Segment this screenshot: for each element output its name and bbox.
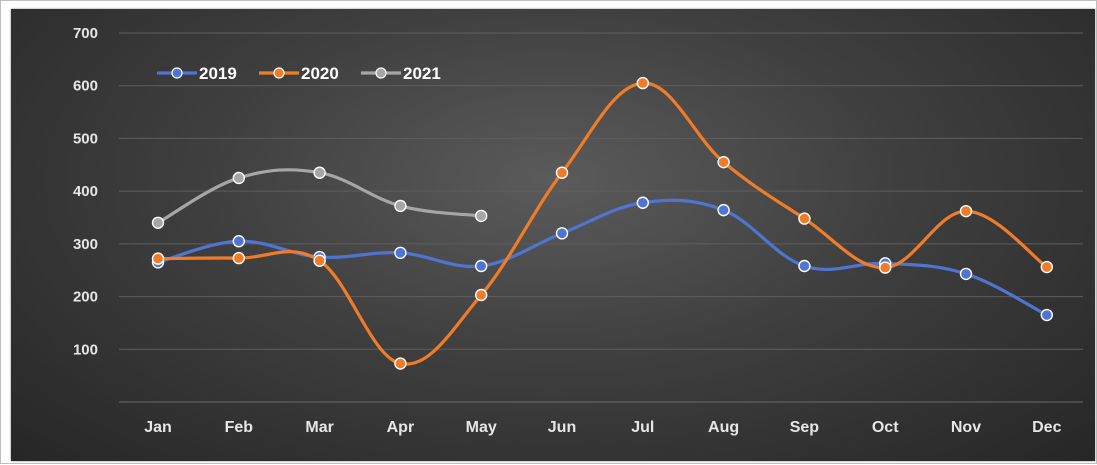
data-point-2021 xyxy=(394,199,407,213)
x-tick-label: Apr xyxy=(387,419,415,436)
x-tick-label: Oct xyxy=(872,419,899,436)
data-point-2019 xyxy=(636,196,649,209)
data-point-2020 xyxy=(636,76,649,90)
legend-marker-2021 xyxy=(375,67,387,79)
y-tick-label: 500 xyxy=(73,130,98,147)
y-tick-label: 600 xyxy=(73,78,98,95)
y-tick-label: 200 xyxy=(73,289,98,306)
legend: 2019 2020 2021 xyxy=(157,64,441,83)
x-tick-label: Jun xyxy=(548,419,576,436)
x-tick-label: Sep xyxy=(790,419,820,436)
data-point-2020 xyxy=(959,204,973,218)
y-tick-label: 300 xyxy=(73,236,98,253)
data-point-2021 xyxy=(475,209,488,223)
data-point-2019 xyxy=(232,235,246,248)
data-point-2019 xyxy=(798,259,811,273)
data-point-2020 xyxy=(879,261,892,274)
series-line-2020 xyxy=(156,81,1049,366)
data-point-2020 xyxy=(717,155,730,169)
data-point-2021 xyxy=(151,216,165,229)
x-tick-label: Aug xyxy=(708,419,739,436)
data-point-2020 xyxy=(151,252,165,265)
data-point-2020 xyxy=(313,254,326,267)
data-point-2021 xyxy=(232,171,246,185)
x-tick-label: Jul xyxy=(631,419,654,436)
y-tick-label: 700 xyxy=(73,25,98,42)
legend-marker-2019 xyxy=(171,67,183,79)
x-tick-label: Dec xyxy=(1032,419,1061,436)
data-point-2019 xyxy=(475,259,488,273)
series-line-2019 xyxy=(156,198,1049,317)
x-tick-label: Feb xyxy=(225,419,254,436)
data-point-2021 xyxy=(313,166,326,179)
gridlines xyxy=(119,32,1083,403)
data-point-2020 xyxy=(232,251,246,265)
x-tick-label: Mar xyxy=(305,419,333,436)
x-tick-label: Jan xyxy=(144,419,172,436)
y-tick-label: 400 xyxy=(73,183,98,200)
x-tick-label: Nov xyxy=(951,419,981,436)
series-2021 xyxy=(151,166,488,229)
x-axis: Jan Feb Mar Apr May Jun Jul Aug Sep Oct Nov Dec xyxy=(144,419,1061,436)
data-point-2020 xyxy=(798,212,811,225)
series-2019 xyxy=(151,196,1054,322)
data-point-2019 xyxy=(959,267,973,281)
data-point-2020 xyxy=(475,288,488,302)
data-point-2019 xyxy=(394,246,407,260)
y-tick-label: 100 xyxy=(73,341,98,358)
legend-marker-2020 xyxy=(273,67,285,79)
chart-panel xyxy=(11,9,1095,461)
data-point-2020 xyxy=(394,357,407,370)
data-point-2019 xyxy=(555,227,569,240)
data-point-2020 xyxy=(1040,260,1054,274)
legend-label-2019: 2019 xyxy=(199,64,237,83)
x-tick-label: May xyxy=(466,419,497,436)
y-axis: 700 600 500 400 300 200 100 xyxy=(73,25,98,358)
data-point-2019 xyxy=(1040,308,1054,322)
data-point-2020 xyxy=(555,166,569,179)
series-2020 xyxy=(151,76,1054,370)
legend-label-2021: 2021 xyxy=(403,64,441,83)
legend-label-2020: 2020 xyxy=(301,64,339,83)
data-point-2019 xyxy=(717,203,730,217)
